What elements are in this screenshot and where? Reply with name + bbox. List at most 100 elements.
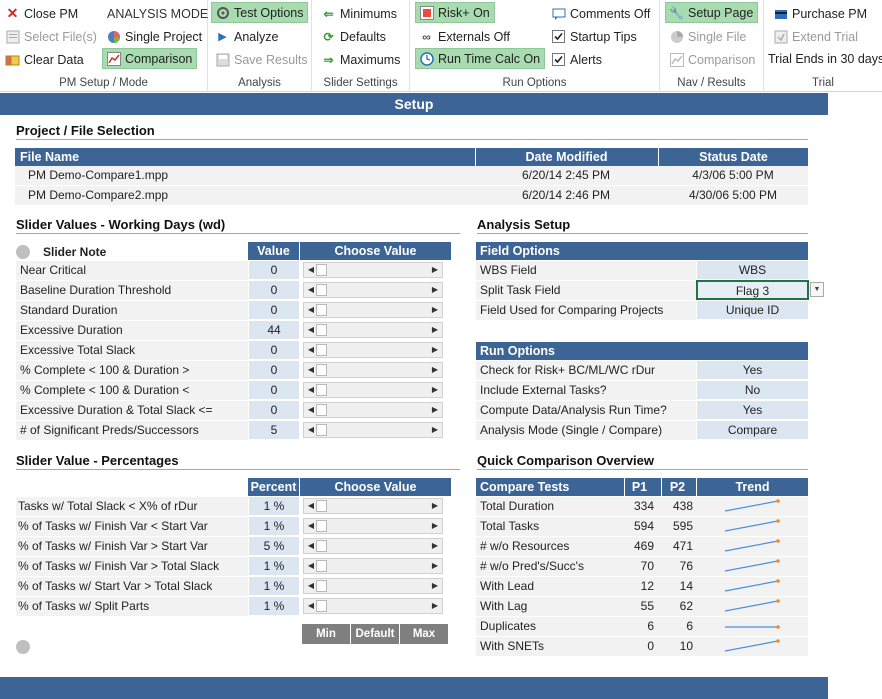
value-slider[interactable]: ◀ ▶ xyxy=(303,422,443,438)
minimums-button[interactable]: ⇐ Minimums xyxy=(318,3,401,24)
slider-thumb[interactable] xyxy=(316,500,327,512)
default-button[interactable]: Default xyxy=(351,624,399,644)
value-slider[interactable]: ◀ ▶ xyxy=(303,382,443,398)
slider-right-arrow-icon[interactable]: ▶ xyxy=(431,365,439,374)
slider-thumb[interactable] xyxy=(316,324,327,336)
select-files-button[interactable]: Select File(s) xyxy=(2,26,101,47)
slider-left-arrow-icon[interactable]: ◀ xyxy=(307,285,315,294)
slider-thumb[interactable] xyxy=(316,404,327,416)
field-option-value[interactable]: Flag 3 xyxy=(696,280,809,300)
value-slider[interactable]: ◀ ▶ xyxy=(303,578,443,594)
slider-right-arrow-icon[interactable]: ▶ xyxy=(431,541,439,550)
startup-tips-toggle[interactable]: Startup Tips xyxy=(548,26,641,47)
slider-thumb[interactable] xyxy=(316,424,327,436)
comparison-results-button[interactable]: Comparison xyxy=(666,49,759,70)
field-option-value[interactable]: WBS xyxy=(697,261,808,279)
slider-right-arrow-icon[interactable]: ▶ xyxy=(431,561,439,570)
slider-left-arrow-icon[interactable]: ◀ xyxy=(307,501,315,510)
slider-thumb[interactable] xyxy=(316,560,327,572)
slider-thumb[interactable] xyxy=(316,600,327,612)
slider-right-arrow-icon[interactable]: ▶ xyxy=(431,345,439,354)
value-slider[interactable]: ◀ ▶ xyxy=(303,342,443,358)
value-slider[interactable]: ◀ ▶ xyxy=(303,322,443,338)
run-option-value[interactable]: No xyxy=(697,381,808,399)
slider-right-arrow-icon[interactable]: ▶ xyxy=(431,265,439,274)
slider-left-arrow-icon[interactable]: ◀ xyxy=(307,601,315,610)
save-results-button[interactable]: Save Results xyxy=(212,49,312,70)
comparison-mode-button[interactable]: Comparison xyxy=(102,48,198,69)
slider-right-arrow-icon[interactable]: ▶ xyxy=(431,501,439,510)
slider-left-arrow-icon[interactable]: ◀ xyxy=(307,561,315,570)
run-time-calc-button[interactable]: Run Time Calc On xyxy=(415,48,546,69)
run-option-value[interactable]: Yes xyxy=(697,361,808,379)
file-name-cell[interactable]: PM Demo-Compare2.mpp xyxy=(28,188,169,202)
slider-label: % of Tasks w/ Finish Var < Start Var xyxy=(18,519,208,533)
p1-value: 334 xyxy=(633,499,654,513)
value-slider[interactable]: ◀ ▶ xyxy=(303,262,443,278)
run-option-value[interactable]: Yes xyxy=(697,401,808,419)
value-slider[interactable]: ◀ ▶ xyxy=(303,538,443,554)
slider-right-arrow-icon[interactable]: ▶ xyxy=(431,405,439,414)
chevron-down-icon[interactable]: ▼ xyxy=(810,282,824,297)
slider-left-arrow-icon[interactable]: ◀ xyxy=(307,521,315,530)
single-project-button[interactable]: Single Project xyxy=(103,26,206,47)
min-button[interactable]: Min xyxy=(302,624,350,644)
value-slider[interactable]: ◀ ▶ xyxy=(303,498,443,514)
slider-left-arrow-icon[interactable]: ◀ xyxy=(307,325,315,334)
slider-left-arrow-icon[interactable]: ◀ xyxy=(307,405,315,414)
extend-trial-button[interactable]: Extend Trial xyxy=(770,26,862,47)
value-slider[interactable]: ◀ ▶ xyxy=(303,518,443,534)
defaults-button[interactable]: ⟳ Defaults xyxy=(318,26,390,47)
slider-right-arrow-icon[interactable]: ▶ xyxy=(431,285,439,294)
alerts-toggle[interactable]: Alerts xyxy=(548,49,606,70)
slider-left-arrow-icon[interactable]: ◀ xyxy=(307,581,315,590)
value-slider[interactable]: ◀ ▶ xyxy=(303,302,443,318)
slider-thumb[interactable] xyxy=(316,540,327,552)
slider-thumb[interactable] xyxy=(316,520,327,532)
value-slider[interactable]: ◀ ▶ xyxy=(303,558,443,574)
value-slider[interactable]: ◀ ▶ xyxy=(303,598,443,614)
slider-right-arrow-icon[interactable]: ▶ xyxy=(431,385,439,394)
externals-off-button[interactable]: ∞ Externals Off xyxy=(416,26,514,47)
close-pm-button[interactable]: ✕ Close PM xyxy=(2,3,82,24)
value-slider[interactable]: ◀ ▶ xyxy=(303,402,443,418)
run-option-value[interactable]: Compare xyxy=(697,421,808,439)
maximums-label: Maximums xyxy=(340,52,401,67)
single-file-button[interactable]: Single File xyxy=(666,26,750,47)
slider-right-arrow-icon[interactable]: ▶ xyxy=(431,521,439,530)
slider-thumb[interactable] xyxy=(316,284,327,296)
value-slider[interactable]: ◀ ▶ xyxy=(303,362,443,378)
percent-note-indicator[interactable] xyxy=(16,640,30,654)
slider-thumb[interactable] xyxy=(316,580,327,592)
maximums-button[interactable]: ⇒ Maximums xyxy=(318,49,404,70)
value-slider[interactable]: ◀ ▶ xyxy=(303,282,443,298)
slider-thumb[interactable] xyxy=(316,304,327,316)
file-name-cell[interactable]: PM Demo-Compare1.mpp xyxy=(28,168,169,182)
max-button[interactable]: Max xyxy=(400,624,448,644)
slider-thumb[interactable] xyxy=(316,364,327,376)
slider-right-arrow-icon[interactable]: ▶ xyxy=(431,305,439,314)
slider-left-arrow-icon[interactable]: ◀ xyxy=(307,345,315,354)
slider-thumb[interactable] xyxy=(316,384,327,396)
slider-left-arrow-icon[interactable]: ◀ xyxy=(307,541,315,550)
comments-off-button[interactable]: Comments Off xyxy=(548,3,654,24)
slider-left-arrow-icon[interactable]: ◀ xyxy=(307,305,315,314)
setup-page-button[interactable]: 🔧 Setup Page xyxy=(665,2,759,23)
slider-left-arrow-icon[interactable]: ◀ xyxy=(307,385,315,394)
clear-data-button[interactable]: Clear Data xyxy=(2,49,88,70)
slider-left-arrow-icon[interactable]: ◀ xyxy=(307,365,315,374)
purchase-pm-button[interactable]: Purchase PM xyxy=(770,3,871,24)
analyze-button[interactable]: ▶ Analyze xyxy=(212,26,282,47)
slider-right-arrow-icon[interactable]: ▶ xyxy=(431,425,439,434)
slider-thumb[interactable] xyxy=(316,264,327,276)
slider-right-arrow-icon[interactable]: ▶ xyxy=(431,581,439,590)
slider-left-arrow-icon[interactable]: ◀ xyxy=(307,265,315,274)
test-options-button[interactable]: Test Options xyxy=(211,2,309,23)
slider-right-arrow-icon[interactable]: ▶ xyxy=(431,601,439,610)
slider-thumb[interactable] xyxy=(316,344,327,356)
risk-on-button[interactable]: Risk+ On xyxy=(415,2,495,23)
slider-right-arrow-icon[interactable]: ▶ xyxy=(431,325,439,334)
slider-note-indicator[interactable] xyxy=(16,245,30,259)
slider-left-arrow-icon[interactable]: ◀ xyxy=(307,425,315,434)
field-option-value[interactable]: Unique ID xyxy=(697,301,808,319)
